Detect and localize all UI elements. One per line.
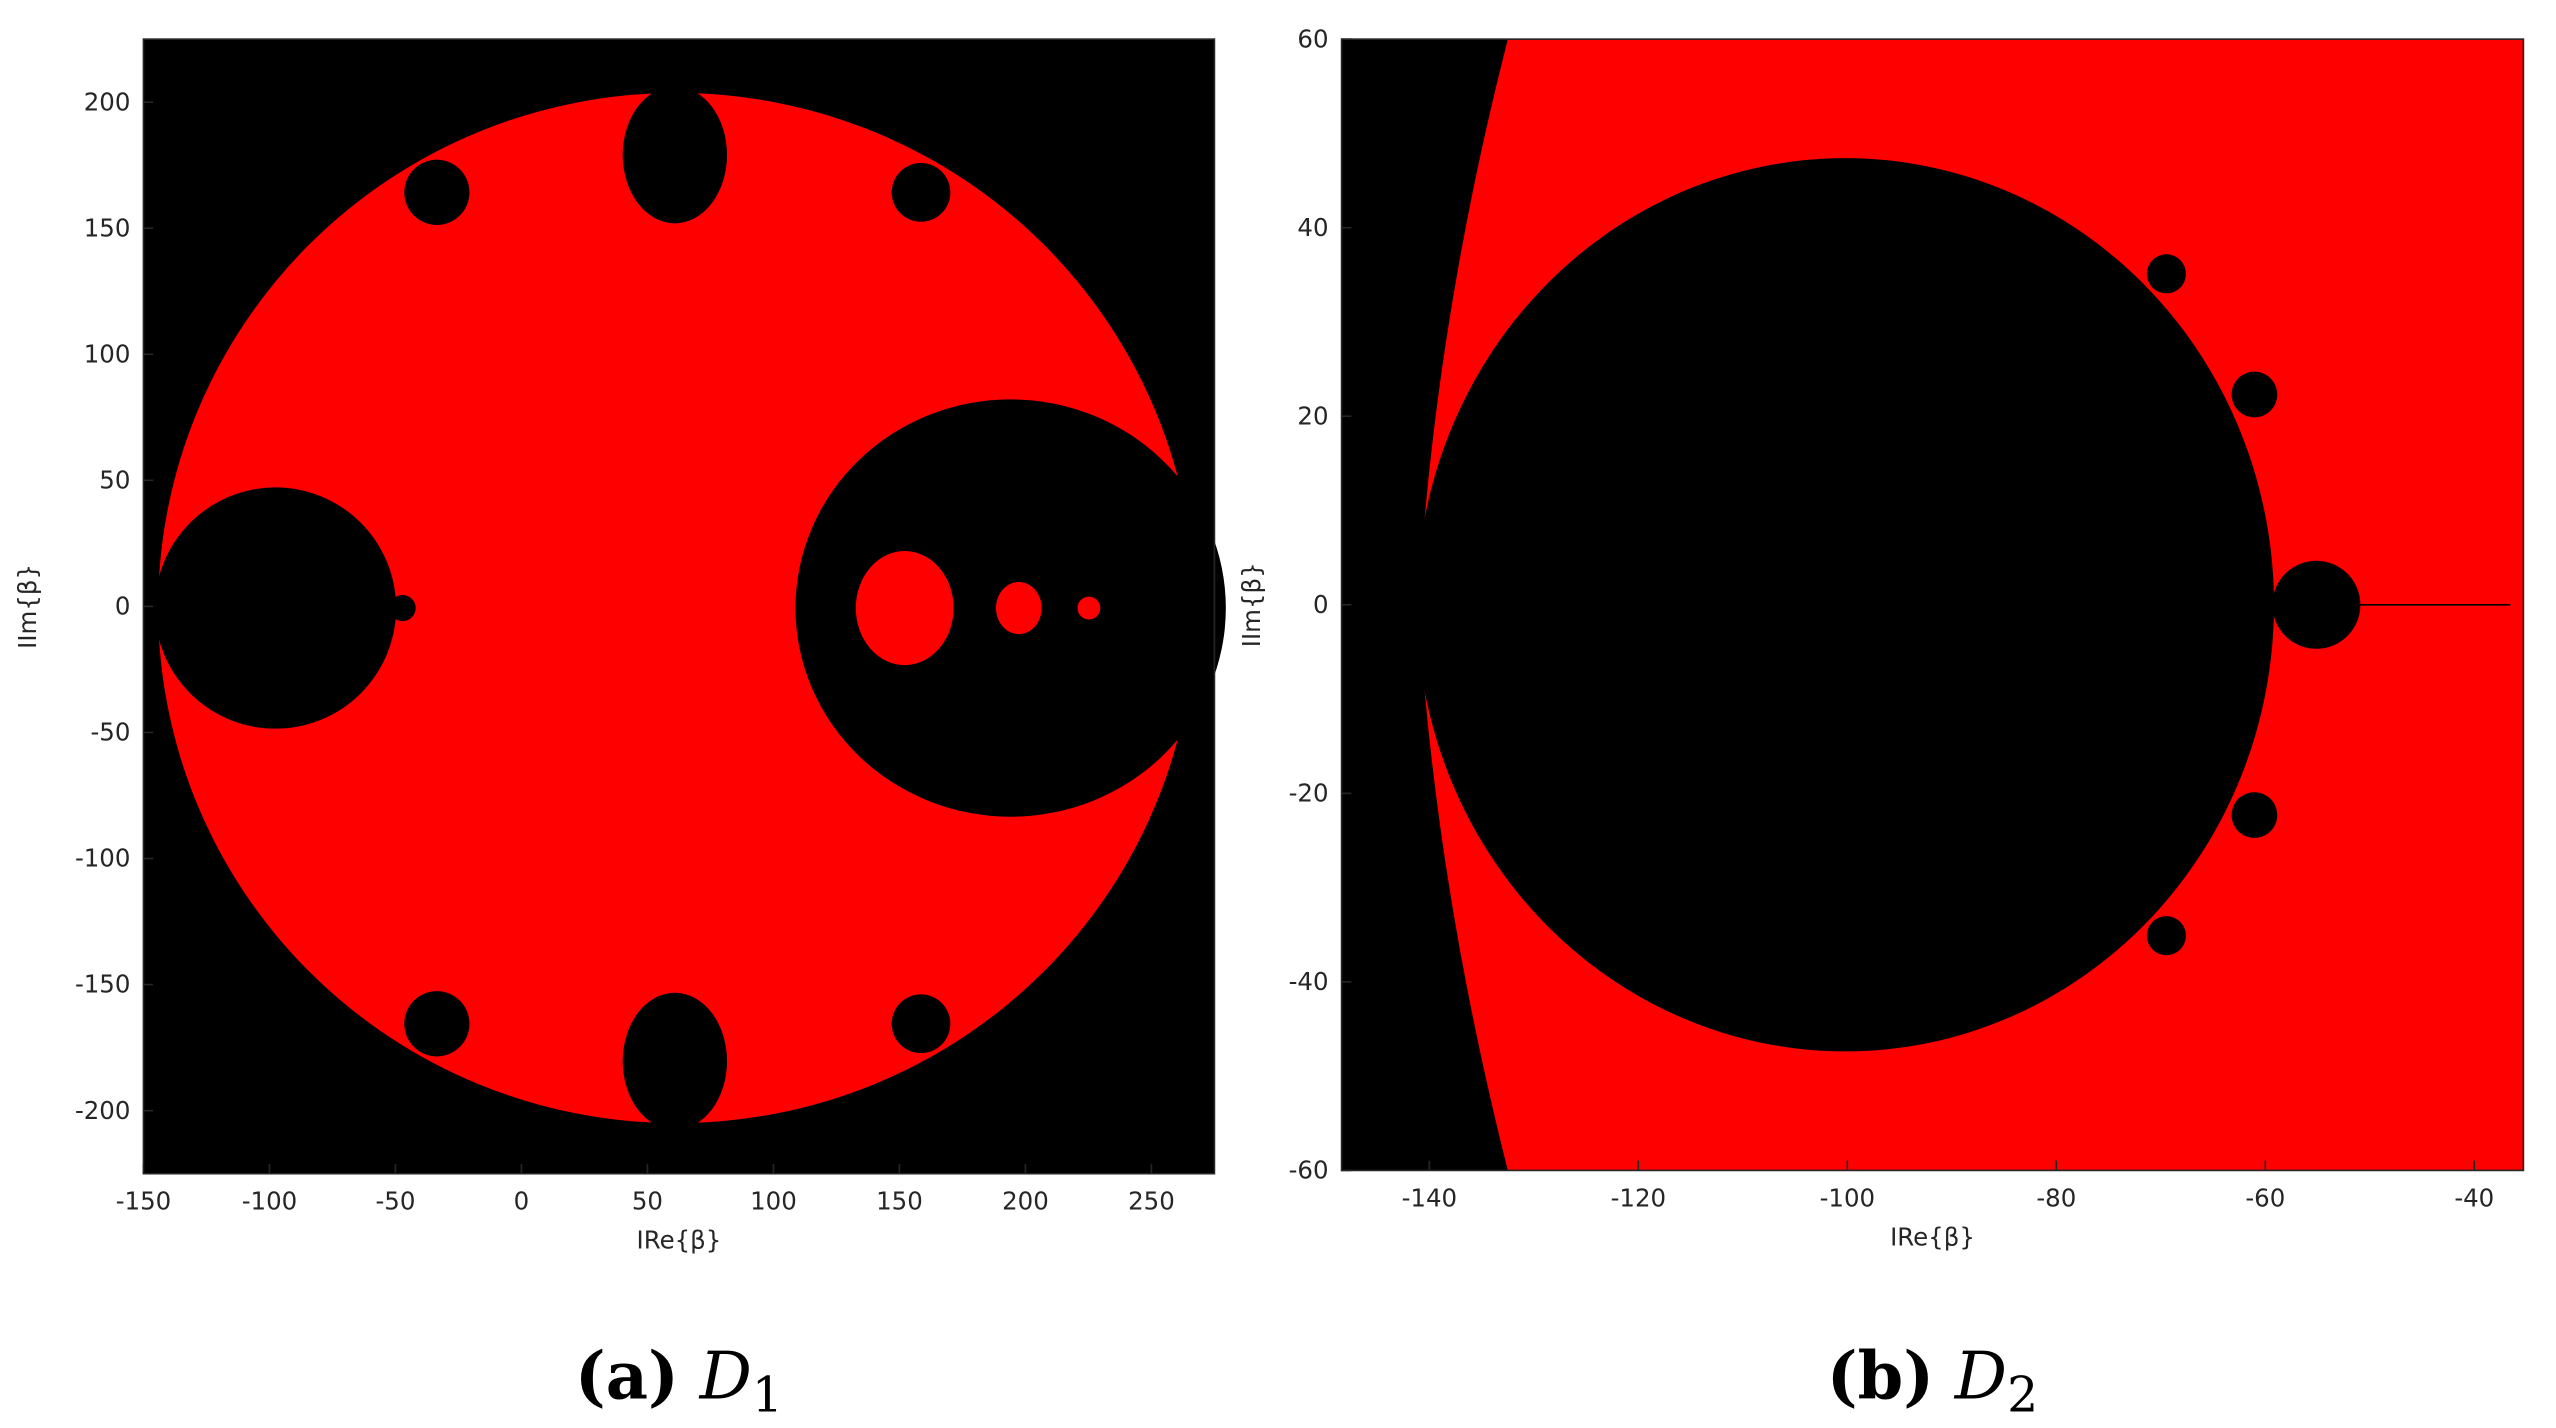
black-bulb — [2231, 371, 2278, 418]
black-bulb — [891, 163, 951, 222]
red-bulb — [995, 581, 1042, 635]
caption-label: (b) — [1827, 1339, 1934, 1415]
red-bulb — [389, 595, 416, 622]
y-tick-label: 20 — [1297, 401, 1328, 430]
x-tick-label: -100 — [242, 1187, 297, 1216]
y-tick-label: 50 — [99, 466, 130, 495]
black-bulb — [622, 992, 728, 1130]
x-tick-label: -100 — [1820, 1183, 1875, 1212]
y-tick-label: 60 — [1297, 24, 1328, 53]
x-tick-label: -140 — [1402, 1183, 1457, 1212]
y-axis-label: IIm{β} — [13, 564, 42, 649]
black-bulb — [2231, 792, 2278, 838]
x-tick-label: -60 — [2245, 1183, 2285, 1212]
black-region — [1341, 39, 1508, 1171]
x-tick-label: -80 — [2036, 1183, 2076, 1212]
y-tick-label: -50 — [90, 718, 130, 747]
x-tick-label: 150 — [876, 1187, 923, 1216]
x-tick-label: -120 — [1611, 1183, 1666, 1212]
x-tick-label: -150 — [116, 1187, 171, 1216]
x-tick-label: 50 — [632, 1187, 663, 1216]
y-tick-label: -150 — [75, 970, 130, 999]
x-tick-label: 0 — [514, 1187, 530, 1216]
y-tick-label: 150 — [84, 213, 131, 242]
red-bulb — [855, 550, 954, 666]
red-region — [158, 92, 1195, 1124]
black-bulb — [622, 86, 728, 224]
y-tick-label: 200 — [84, 87, 131, 116]
y-tick-label: 0 — [1313, 590, 1329, 619]
y-tick-label: -20 — [1289, 778, 1329, 807]
x-tick-label: -50 — [375, 1187, 415, 1216]
black-bulb — [2146, 254, 2186, 294]
y-axis-label: IIm{β} — [1237, 562, 1266, 647]
caption-symbol: D — [1954, 1339, 2007, 1415]
y-tick-label: -40 — [1289, 967, 1329, 996]
x-axis-label: IRe{β} — [1890, 1222, 1975, 1251]
black-bulb — [404, 159, 470, 225]
black-bulb — [154, 487, 397, 729]
x-tick-label: 100 — [750, 1187, 797, 1216]
y-tick-label: 100 — [84, 339, 131, 368]
y-tick-label: 40 — [1297, 213, 1328, 242]
y-tick-label: -60 — [1289, 1156, 1329, 1185]
x-tick-label: 250 — [1128, 1187, 1175, 1216]
caption: (a) D1 — [575, 1339, 783, 1424]
black-bulb — [2272, 560, 2361, 649]
black-bulb — [2146, 916, 2186, 956]
caption-label: (a) — [575, 1339, 679, 1415]
x-tick-label: -40 — [2454, 1183, 2494, 1212]
caption-subscript: 2 — [2007, 1367, 2038, 1424]
y-tick-label: -100 — [75, 844, 130, 873]
red-bulb — [1077, 596, 1101, 620]
y-tick-label: 0 — [115, 592, 131, 621]
x-axis-label: IRe{β} — [637, 1226, 722, 1255]
black-bulb — [891, 994, 951, 1054]
caption: (b) D2 — [1827, 1339, 2038, 1424]
x-tick-label: 200 — [1002, 1187, 1049, 1216]
black-bulb — [404, 991, 470, 1057]
caption-symbol: D — [699, 1339, 752, 1415]
black-disk — [1416, 158, 2274, 1052]
y-tick-label: -200 — [75, 1096, 130, 1125]
caption-subscript: 1 — [752, 1367, 783, 1424]
